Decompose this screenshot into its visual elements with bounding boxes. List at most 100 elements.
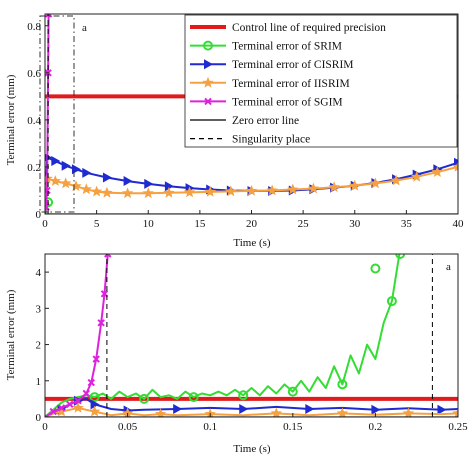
- top-series-terminal-error-of-cisrim-2-marker-3: [61, 160, 71, 171]
- bot-series-terminal-error-of-sgim-5-marker-1-stroke-b: [49, 407, 57, 416]
- bottom-panel: 0 0.05 0.1 0.15 0.2 0.25 0 1 2 3 4 Time (s) Termi…: [5, 253, 468, 455]
- top-x-tick-label-5: 25: [298, 218, 310, 230]
- bot-series-terminal-error-of-iisrim-4-marker-16: [336, 407, 349, 417]
- bot-series-terminal-error-of-srim-1-marker-18: [188, 392, 199, 403]
- top-series-terminal-error-of-iisrim-3-marker-22: [411, 170, 423, 182]
- top-series-terminal-error-of-iisrim-3-marker-3: [59, 177, 72, 189]
- top-series-terminal-error-of-iisrim-3-marker-24: [452, 160, 458, 172]
- legend-item-singularity-place: Singularity place: [190, 134, 310, 146]
- bot-series-terminal-error-of-cisrim-3-marker-14: [305, 404, 315, 415]
- bot-series-terminal-error-of-sgim-5-marker-7-stroke-b: [92, 355, 100, 363]
- top-series-terminal-error-of-iisrim-3-marker-6: [90, 185, 103, 197]
- bot-series-terminal-error-of-srim-1-marker-6: [89, 392, 100, 403]
- top-series-terminal-error-of-iisrim-3-marker-12: [204, 185, 216, 197]
- top-y-tick-label-0: 0: [36, 209, 42, 221]
- bot-x-tick-label-3: 0.15: [283, 421, 303, 433]
- top-x-tick-label-1: 5: [94, 218, 100, 230]
- bot-series-terminal-error-of-srim-marker-2-marker-0: [370, 263, 381, 274]
- top-series-terminal-error-of-iisrim-3-marker-2: [49, 175, 61, 186]
- legend-item-terminal-error-of-cisrim-label: Terminal error of CISRIM: [232, 59, 354, 71]
- bot-series-terminal-error-of-sgim-5-marker-2: [57, 404, 66, 412]
- top-series-terminal-error-of-iisrim-3-marker-10: [163, 186, 175, 198]
- legend-box: [184, 14, 458, 148]
- top-zoom-box: [39, 15, 75, 213]
- bot-x-tick-label-5: 0.25: [448, 421, 468, 433]
- bottom-axes-frame: [44, 253, 459, 418]
- bot-series-terminal-error-of-sgim-5-marker-10: [104, 254, 112, 258]
- top-series-terminal-error-of-cisrim-2-marker-5: [82, 167, 92, 178]
- top-series-terminal-error-of-cisrim-2-marker-8: [144, 178, 154, 189]
- bottom-x-axis-label: Time (s): [233, 443, 271, 455]
- bot-y-tick-label-3: 3: [36, 303, 42, 315]
- top-series-terminal-error-of-iisrim-3-marker-20: [369, 177, 382, 189]
- legend-item-terminal-error-of-cisrim-marker: [204, 59, 213, 70]
- bot-x-tick-label-0: 0: [42, 421, 48, 433]
- top-series-terminal-error-of-cisrim-2-marker-9: [164, 181, 174, 192]
- top-x-tick-label-3: 15: [194, 218, 206, 230]
- bot-series-terminal-error-of-sgim-5-marker-5: [82, 389, 91, 398]
- bottom-x-ticks: 0 0.05 0.1 0.15 0.2 0.25: [42, 413, 468, 433]
- bot-x-tick-label-1: 0.05: [118, 421, 138, 433]
- bot-series-terminal-error-of-srim-1-marker-36: [337, 379, 348, 390]
- bot-series-terminal-error-of-sgim-5-marker-9-stroke-b: [100, 290, 109, 298]
- bot-series-terminal-error-of-iisrim-4-marker-20: [452, 407, 458, 417]
- legend-item-terminal-error-of-iisrim-label: Terminal error of IISRIM: [232, 78, 350, 90]
- bot-series-terminal-error-of-iisrim-4-marker-18: [402, 407, 415, 417]
- bot-series-terminal-error-of-cisrim-3-marker-18: [437, 404, 447, 415]
- top-series-terminal-error-of-iisrim-3-marker-13: [225, 185, 237, 197]
- legend-item-zero-error-line: Zero error line: [190, 115, 299, 127]
- bot-series-terminal-error-of-iisrim-4-marker-2: [55, 405, 68, 417]
- top-series-terminal-error-of-cisrim-2-marker-2: [51, 156, 61, 167]
- bottom-plot-area: [45, 254, 458, 417]
- bot-series-terminal-error-of-sgim-5-marker-10-stroke-b: [104, 254, 110, 258]
- top-x-tick-label-2: 10: [143, 218, 155, 230]
- bot-series-terminal-error-of-iisrim-4-marker-12: [204, 408, 216, 417]
- legend-item-terminal-error-of-srim: Terminal error of SRIM: [190, 40, 342, 53]
- bot-series-terminal-error-of-sgim-5-marker-3: [66, 400, 74, 409]
- top-y-tick-label-3: 0.6: [27, 68, 41, 80]
- bot-series-terminal-error-of-sgim-5-marker-5-stroke-b: [82, 389, 91, 398]
- bot-series-terminal-error-of-iisrim-4-marker-10: [154, 408, 167, 417]
- top-y-tick-label-2: 0.4: [27, 115, 41, 127]
- top-series-terminal-error-of-iisrim-3-marker-19: [349, 179, 361, 191]
- legend-item-terminal-error-of-sgim-label: Terminal error of SGIM: [232, 96, 343, 108]
- top-x-tick-label-0: 0: [42, 218, 48, 230]
- bot-y-tick-label-1: 1: [36, 376, 42, 388]
- bot-y-tick-label-4: 4: [36, 267, 42, 279]
- bot-series-group: [45, 254, 458, 417]
- top-x-axis-label: Time (s): [233, 237, 271, 249]
- bot-y-tick-label-2: 2: [36, 340, 42, 352]
- top-series-terminal-error-of-iisrim-3-marker-14: [245, 184, 258, 196]
- legend-item-zero-error-line-label: Zero error line: [232, 115, 299, 127]
- legend-item-terminal-error-of-sgim: Terminal error of SGIM: [190, 96, 343, 108]
- top-y-ticks: 0 0.2 0.4 0.6 0.8: [27, 21, 49, 221]
- bot-x-tick-label-2: 0.1: [203, 421, 217, 433]
- top-series-terminal-error-of-iisrim-3-marker-15: [266, 184, 278, 196]
- top-series-terminal-error-of-iisrim-3-marker-4: [70, 180, 82, 192]
- top-x-ticks: 0 5 10 15 20 25 30 35 40: [42, 210, 464, 230]
- bot-series-terminal-error-of-cisrim-3-marker-16: [371, 404, 381, 415]
- legend-item-terminal-error-of-iisrim-marker: [202, 76, 214, 88]
- bot-series-terminal-error-of-sgim-5-marker-8-stroke-b: [97, 319, 105, 327]
- top-x-tick-label-6: 30: [349, 218, 361, 230]
- top-series-terminal-error-of-iisrim-3-marker-9: [142, 187, 154, 199]
- bot-series-terminal-error-of-srim-1-marker-30: [287, 386, 298, 397]
- bot-series-terminal-error-of-sgim-5-marker-8: [97, 319, 105, 327]
- bot-series-terminal-error-of-iisrim-4-marker-6: [88, 405, 101, 417]
- top-series-terminal-error-of-sgim-4-marker-4-stroke-b: [45, 14, 51, 18]
- legend-item-terminal-error-of-srim-label: Terminal error of SRIM: [232, 41, 342, 53]
- top-series-terminal-error-of-iisrim-3-marker-7: [101, 186, 113, 198]
- top-series-terminal-error-of-sgim-4-marker-4: [45, 14, 53, 18]
- top-x-tick-label-7: 35: [401, 218, 413, 230]
- top-series-terminal-error-of-iisrim-3-marker-5: [80, 183, 92, 195]
- bot-x-tick-label-4: 0.2: [369, 421, 383, 433]
- bot-y-tick-label-0: 0: [36, 412, 42, 424]
- bot-series-terminal-error-of-sgim-5-marker-7: [92, 355, 100, 363]
- bot-series-terminal-error-of-sgim-5-marker-6-stroke-b: [87, 378, 95, 387]
- top-series-terminal-error-of-iisrim-3-marker-21: [390, 174, 402, 186]
- top-y-tick-label-4: 0.8: [27, 21, 41, 33]
- top-y-tick-label-1: 0.2: [27, 162, 41, 174]
- legend-item-terminal-error-of-cisrim: Terminal error of CISRIM: [190, 59, 354, 71]
- bot-series-terminal-error-of-sgim-5-marker-4: [74, 396, 82, 405]
